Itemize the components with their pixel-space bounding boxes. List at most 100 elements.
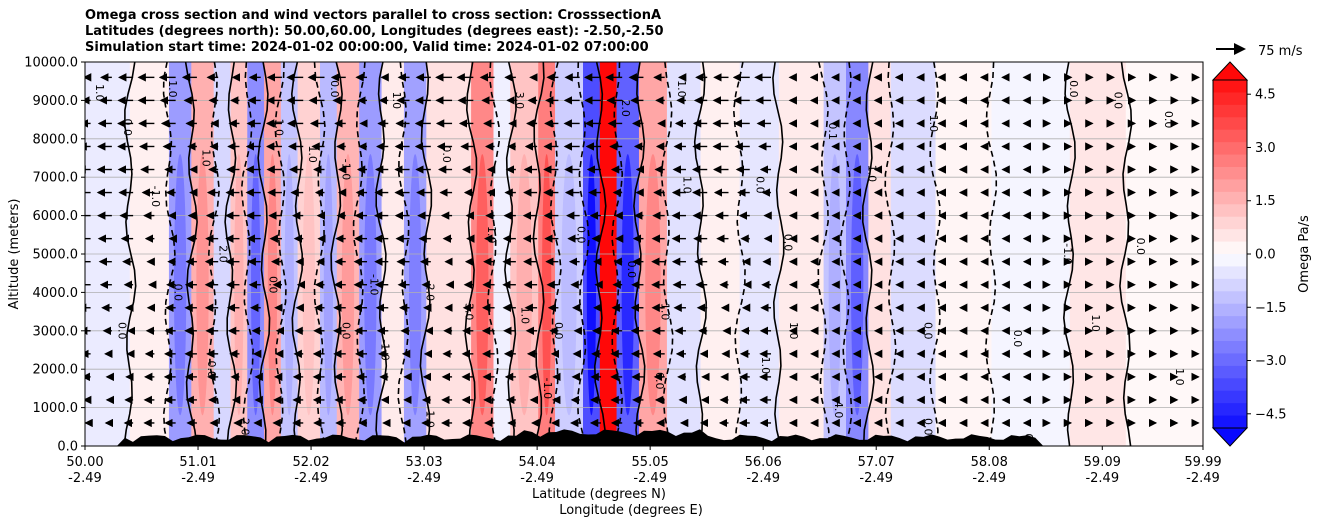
colorbar-tick-label: 0.0 <box>1255 248 1276 263</box>
contour-line <box>464 62 478 446</box>
contour-label: -1.0 <box>339 159 352 180</box>
x-tick-label-longitude: -2.49 <box>746 471 780 486</box>
vector-key: 75 m/s <box>1216 43 1303 59</box>
contour-label: 0.0 <box>552 322 565 340</box>
colorbar-segment <box>1213 104 1247 118</box>
y-tick-label: 9000.0 <box>33 94 79 109</box>
y-tick-label: 1000.0 <box>33 401 79 416</box>
colorbar-segment <box>1213 303 1247 317</box>
x-tick-label-latitude: 52.02 <box>292 455 329 470</box>
y-tick-label: 8000.0 <box>33 132 79 147</box>
contour-label: 0.0 <box>1022 433 1035 451</box>
contour-label: 0.0 <box>781 234 794 252</box>
omega-core <box>323 154 334 416</box>
contour-line <box>817 62 831 446</box>
colorbar-min-extension <box>1211 427 1249 447</box>
contour-label: 0.0 <box>1067 80 1080 98</box>
colorbar-max-extension <box>1211 61 1249 81</box>
contour-label: 1.0 <box>1173 368 1186 386</box>
contour-label: -1.0 <box>379 339 392 360</box>
contour-label: 1.0 <box>787 322 800 340</box>
x-axis-label-longitude: Longitude (degrees E) <box>559 503 703 518</box>
contour-line <box>884 62 897 446</box>
contour-label: -1.0 <box>149 186 162 207</box>
colorbar-tick-label: 1.5 <box>1255 194 1276 209</box>
colorbar-segment <box>1213 179 1247 193</box>
contour-label: -1.0 <box>541 378 554 399</box>
contour-label: 1.0 <box>681 176 694 194</box>
chart-title-line-3: Simulation start time: 2024-01-02 00:00:… <box>85 40 649 55</box>
contour-label: 0.0 <box>172 284 185 302</box>
contour-label: 0.0 <box>339 322 352 340</box>
colorbar-segment <box>1213 92 1247 106</box>
x-axis-label-latitude: Latitude (degrees N) <box>532 487 666 502</box>
contour-label: 1.0 <box>166 80 179 98</box>
contour-line <box>486 62 500 446</box>
y-tick-label: 2000.0 <box>33 363 79 378</box>
colorbar-segment <box>1213 378 1247 392</box>
x-tick-label-longitude: -2.49 <box>633 471 667 486</box>
contour-label: 2.0 <box>216 245 229 263</box>
contour-line <box>162 62 176 446</box>
omega-core <box>284 154 294 416</box>
y-tick-label: 10000.0 <box>24 56 78 71</box>
omega-core <box>341 154 355 416</box>
contour-label: 0.0 <box>116 322 129 340</box>
contour-label: 3.0 <box>513 92 526 110</box>
x-tick-label-longitude: -2.49 <box>407 471 441 486</box>
x-tick-label-longitude: -2.49 <box>181 471 215 486</box>
contour-label: 1.0 <box>200 149 213 167</box>
contour-labels: 1.0 0.0 1.0 -1.0 0.0 0.0 1.0 2.0 0.0 2.0 1.0 0.0 0.0… <box>93 80 1186 451</box>
contour-label: 0.0 <box>653 372 666 390</box>
colorbar-tick-label: 3.0 <box>1255 141 1276 156</box>
contour-line <box>397 62 410 446</box>
y-tick-label: 7000.0 <box>33 171 79 186</box>
colorbar-segment <box>1213 266 1247 280</box>
colorbar-segment <box>1213 167 1247 181</box>
contour-label: 0.0 <box>121 119 134 136</box>
y-tick-label: 5000.0 <box>33 248 79 263</box>
colorbar-label: Omega Pa/s <box>1297 215 1312 293</box>
colorbar-segment <box>1213 129 1247 143</box>
contour-label: 1.0 <box>759 357 772 375</box>
colorbar-segment <box>1213 291 1247 305</box>
contour-label: -1.0 <box>1061 243 1074 264</box>
colorbar-segment <box>1213 316 1247 330</box>
x-tick-label-latitude: 59.99 <box>1184 455 1221 470</box>
colorbar-segment <box>1213 254 1247 268</box>
colorbar-tick-label: −3.0 <box>1255 354 1287 369</box>
y-tick-label: 0.0 <box>57 440 78 455</box>
colorbar-segment <box>1213 191 1247 205</box>
colorbar-segment <box>1213 241 1247 255</box>
x-tick-label-latitude: 53.03 <box>405 455 442 470</box>
colorbar-segment <box>1213 415 1247 429</box>
omega-core <box>851 154 864 416</box>
x-tick-label-latitude: 50.00 <box>66 455 103 470</box>
colorbar-segment <box>1213 278 1247 292</box>
contour-label: 0.0 <box>440 145 453 163</box>
contour-label: 0.0 <box>267 276 280 294</box>
omega-core <box>302 154 315 416</box>
contour-label: 1.0 <box>390 92 403 110</box>
omega-core <box>364 154 377 416</box>
contour-line <box>593 62 607 446</box>
contour-label: 0.1 <box>826 122 839 140</box>
contour-line <box>861 62 875 446</box>
x-tick-label-latitude: 59.09 <box>1084 455 1121 470</box>
x-tick-label-latitude: 57.07 <box>858 455 895 470</box>
contour-label: 0.0 <box>1134 238 1147 256</box>
colorbar-segment <box>1213 154 1247 168</box>
y-tick-label: 4000.0 <box>33 286 79 301</box>
colorbar-segment <box>1213 365 1247 379</box>
x-tick-label-longitude: -2.49 <box>972 471 1006 486</box>
contour-label: 1.0 <box>1089 314 1102 332</box>
contour-label: -4.0 <box>832 397 845 418</box>
x-tick-label-latitude: 56.06 <box>745 455 782 470</box>
contour-label: -1.0 <box>367 274 380 295</box>
contour-label: 2.0 <box>423 284 436 302</box>
colorbar-segment <box>1213 390 1247 404</box>
contour-line <box>839 62 853 446</box>
x-tick-label-latitude: 58.08 <box>971 455 1008 470</box>
colorbar-segment <box>1213 142 1247 156</box>
